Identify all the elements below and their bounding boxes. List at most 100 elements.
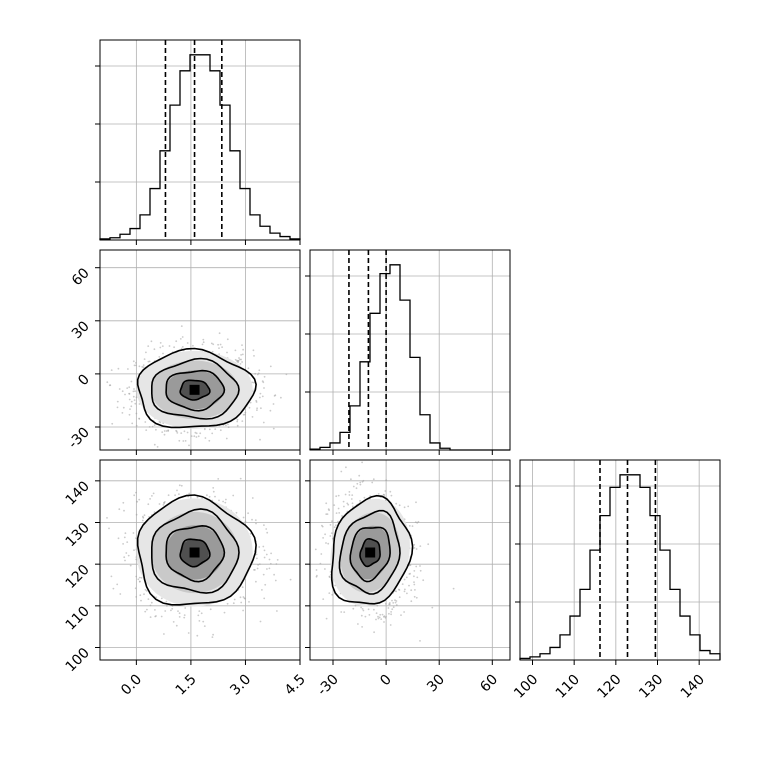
sample-point (125, 552, 128, 554)
sample-point (241, 344, 243, 346)
sample-point (153, 443, 156, 446)
x-tick-label: 4.5 (282, 672, 309, 699)
sample-point (350, 498, 353, 500)
sample-point (136, 455, 138, 457)
sample-point (140, 576, 143, 579)
sample-point (256, 567, 259, 570)
sample-point (361, 480, 364, 483)
sample-point (127, 438, 130, 441)
sample-point (236, 420, 239, 423)
sample-point (162, 352, 164, 355)
sample-point (227, 423, 229, 426)
contour-line (151, 357, 240, 420)
sample-point (182, 440, 185, 442)
sample-point (180, 325, 183, 327)
sample-point (192, 344, 194, 347)
sample-point (391, 599, 393, 602)
sample-point (132, 395, 135, 398)
sample-point (413, 595, 416, 598)
sample-point (321, 524, 323, 527)
sample-point (197, 435, 200, 438)
sample-point (351, 494, 354, 496)
sample-point (171, 605, 174, 607)
sample-point (218, 499, 220, 502)
sample-point (403, 506, 406, 509)
sample-point (268, 558, 271, 561)
sample-point (239, 363, 242, 365)
sample-point (202, 338, 205, 341)
sample-point (124, 532, 127, 535)
sample-point (315, 575, 318, 578)
histogram-step (519, 474, 721, 660)
sample-point (167, 429, 170, 432)
sample-point (251, 518, 253, 521)
y-tick-label: 30 (69, 318, 93, 342)
sample-point (151, 425, 154, 428)
sample-point (178, 439, 181, 442)
sample-point (280, 396, 282, 399)
sample-point (236, 424, 239, 427)
sample-point (255, 580, 257, 583)
sample-point (414, 521, 417, 523)
sample-point (337, 494, 340, 497)
sample-point (235, 511, 238, 514)
sample-point (394, 601, 397, 604)
sample-point (143, 514, 146, 517)
sample-point (145, 429, 148, 431)
sample-point (187, 632, 190, 634)
sample-point (337, 507, 340, 510)
sample-point (131, 422, 134, 425)
sample-point (404, 588, 406, 591)
sample-point (160, 615, 163, 618)
sample-point (123, 556, 126, 559)
sample-point (377, 615, 379, 618)
sample-point (126, 387, 129, 389)
sample-point (262, 421, 265, 424)
sample-point (200, 612, 203, 615)
sample-point (128, 413, 131, 416)
sample-point (269, 562, 272, 565)
sample-point (147, 360, 150, 363)
sample-point (375, 618, 377, 621)
sample-point (148, 426, 151, 428)
sample-point (255, 522, 257, 525)
sample-point (163, 433, 166, 436)
sample-point (152, 492, 155, 495)
sample-point (121, 412, 124, 414)
sample-point (413, 581, 415, 583)
sample-point (106, 517, 108, 519)
sample-point (211, 636, 214, 638)
sample-point (161, 431, 164, 433)
sample-point (155, 596, 158, 599)
sample-point (415, 565, 418, 568)
sample-point (134, 587, 137, 590)
sample-point (112, 587, 115, 590)
sample-point (241, 361, 244, 363)
sample-point (158, 420, 161, 423)
sample-point (395, 604, 398, 606)
sample-point (154, 609, 156, 611)
sample-point (164, 501, 166, 503)
sample-point (150, 601, 153, 604)
sample-point (160, 597, 163, 600)
sample-point (248, 601, 250, 603)
sample-point (153, 511, 156, 513)
sample-point (234, 358, 237, 361)
x-tick-label: 130 (636, 672, 666, 702)
sample-point (146, 608, 148, 611)
sample-point (122, 501, 125, 504)
sample-point (341, 515, 343, 517)
sample-point (223, 611, 226, 614)
sample-point (130, 380, 133, 383)
sample-point (175, 624, 178, 627)
sample-point (118, 388, 121, 390)
x-tick-label: 110 (553, 672, 583, 702)
sample-point (153, 348, 156, 351)
sample-point (132, 360, 135, 363)
sample-point (337, 520, 339, 523)
sample-point (171, 607, 174, 610)
histogram-step (99, 54, 301, 240)
sample-point (257, 372, 260, 375)
sample-point (226, 351, 228, 354)
sample-point (356, 482, 359, 485)
